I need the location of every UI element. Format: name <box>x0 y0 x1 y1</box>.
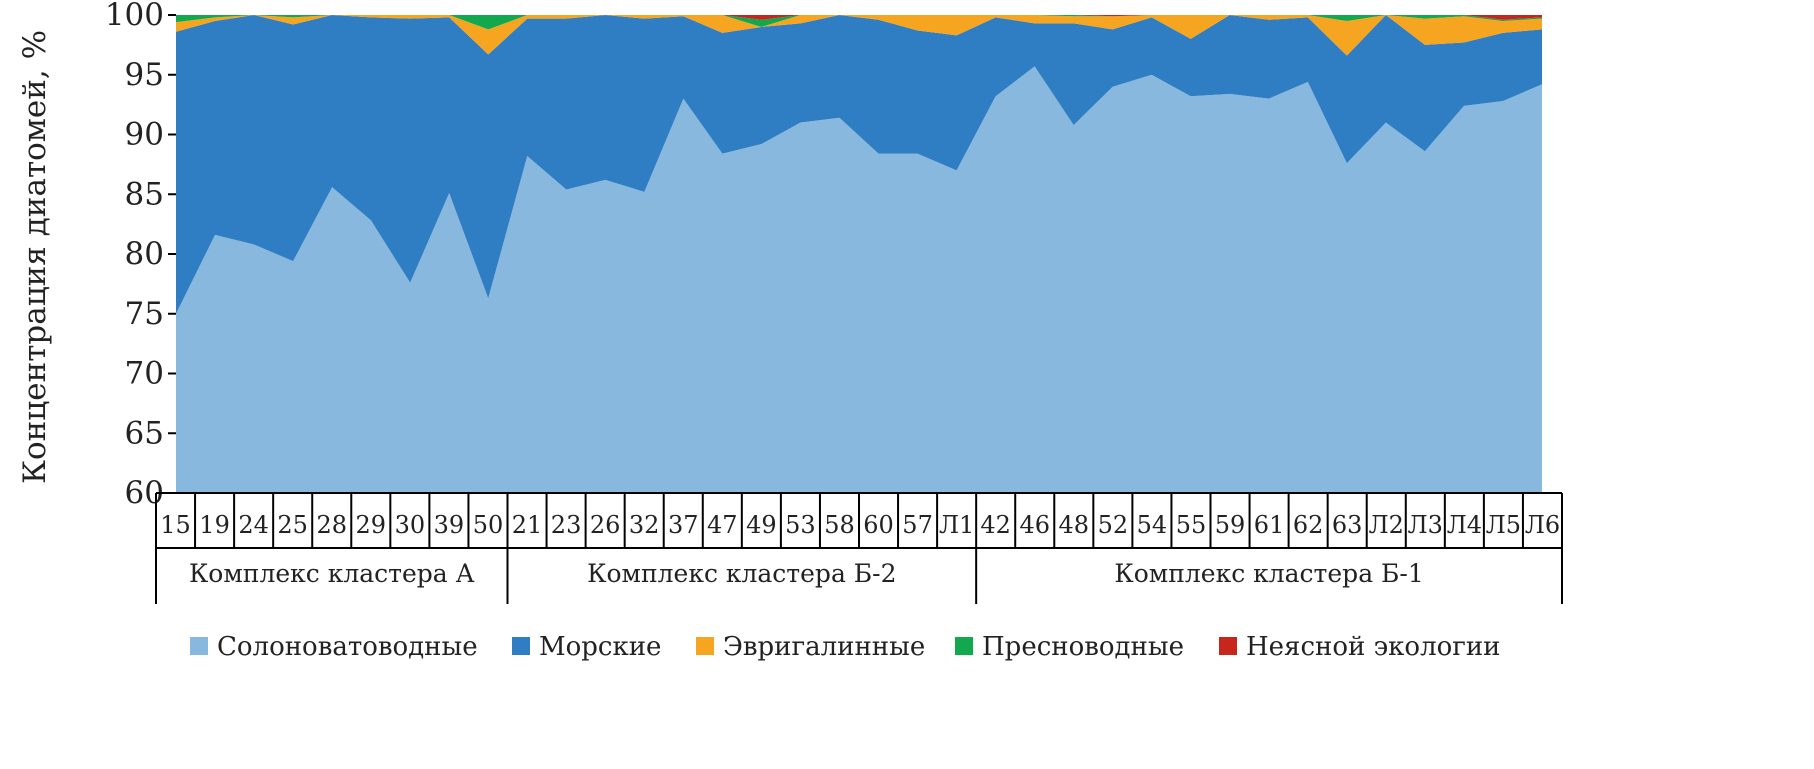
y-axis-label: Концентрация диатомей, % <box>17 30 53 484</box>
group-label: Комплекс кластера А <box>189 559 475 588</box>
x-tick-label: 61 <box>1254 511 1285 539</box>
x-tick-label: 28 <box>316 511 347 539</box>
x-tick-label: 49 <box>746 511 777 539</box>
y-tick-label: 65 <box>125 415 164 451</box>
x-tick-label: 59 <box>1215 511 1246 539</box>
area-2 <box>176 15 1542 314</box>
x-tick-label: 39 <box>434 511 465 539</box>
legend-label: Солоноватоводные <box>217 632 478 662</box>
y-tick-label: 95 <box>125 57 164 93</box>
x-tick-label: 57 <box>902 511 933 539</box>
group-label: Комплекс кластера Б-2 <box>587 559 896 588</box>
y-tick-label: 85 <box>125 176 164 212</box>
x-tick-label: 52 <box>1098 511 1129 539</box>
legend-swatch <box>512 637 530 655</box>
legend: Солоноватоводные Морские Эвригалинные Пресн… <box>190 632 1501 662</box>
x-tick-label: 62 <box>1293 511 1324 539</box>
y-tick-label: 70 <box>125 356 164 392</box>
x-tick-label: 60 <box>863 511 894 539</box>
y-tick-label: 100 <box>105 0 164 33</box>
x-tick-label: 15 <box>160 511 191 539</box>
legend-label: Морские <box>539 632 661 662</box>
x-tick-label: 24 <box>238 511 269 539</box>
x-tick-label: 32 <box>629 511 660 539</box>
x-axis: 15 19 24 25 28 29 30 39 50 21 23 26 32 37 47 49 53 58 60 57… <box>155 492 1563 604</box>
x-tick-label: 30 <box>395 511 426 539</box>
x-tick-label: 47 <box>707 511 738 539</box>
area-1 <box>176 66 1542 493</box>
y-tick-label: 90 <box>125 117 164 153</box>
area-4 <box>176 15 1542 30</box>
x-tick-label: 19 <box>199 511 230 539</box>
legend-label: Эвригалинные <box>723 632 925 662</box>
y-tick-label: 75 <box>125 296 164 332</box>
x-tick-label: Л1 <box>939 511 974 539</box>
x-tick-label: 55 <box>1176 511 1207 539</box>
x-tick-label: 58 <box>824 511 855 539</box>
legend-swatch <box>190 637 208 655</box>
group-label: Комплекс кластера Б-1 <box>1114 559 1423 588</box>
x-tick-label: 48 <box>1059 511 1090 539</box>
x-tick-label: 25 <box>277 511 308 539</box>
area-3 <box>176 15 1542 56</box>
legend-swatch <box>1219 637 1237 655</box>
x-tick-label: 53 <box>785 511 816 539</box>
x-tick-label: 21 <box>512 511 543 539</box>
legend-label: Пресноводные <box>982 632 1184 662</box>
y-tick-label: 80 <box>125 236 164 272</box>
x-tick-label: 23 <box>551 511 582 539</box>
x-tick-label: 29 <box>356 511 387 539</box>
area-series-group <box>176 15 1542 493</box>
x-tick-label: 42 <box>980 511 1011 539</box>
x-tick-label: Л3 <box>1408 511 1443 539</box>
x-tick-label: Л6 <box>1525 511 1560 539</box>
x-tick-label: Л2 <box>1369 511 1404 539</box>
x-tick-label: 54 <box>1137 511 1168 539</box>
x-tick-label: Л5 <box>1486 511 1521 539</box>
legend-swatch <box>955 637 973 655</box>
x-tick-label: 26 <box>590 511 621 539</box>
x-tick-label: Л4 <box>1447 511 1482 539</box>
x-tick-label: 46 <box>1019 511 1050 539</box>
x-tick-label: 63 <box>1332 511 1363 539</box>
x-tick-label: 50 <box>473 511 504 539</box>
x-tick-label: 37 <box>668 511 699 539</box>
legend-label: Неясной экологии <box>1246 632 1501 662</box>
legend-swatch <box>696 637 714 655</box>
